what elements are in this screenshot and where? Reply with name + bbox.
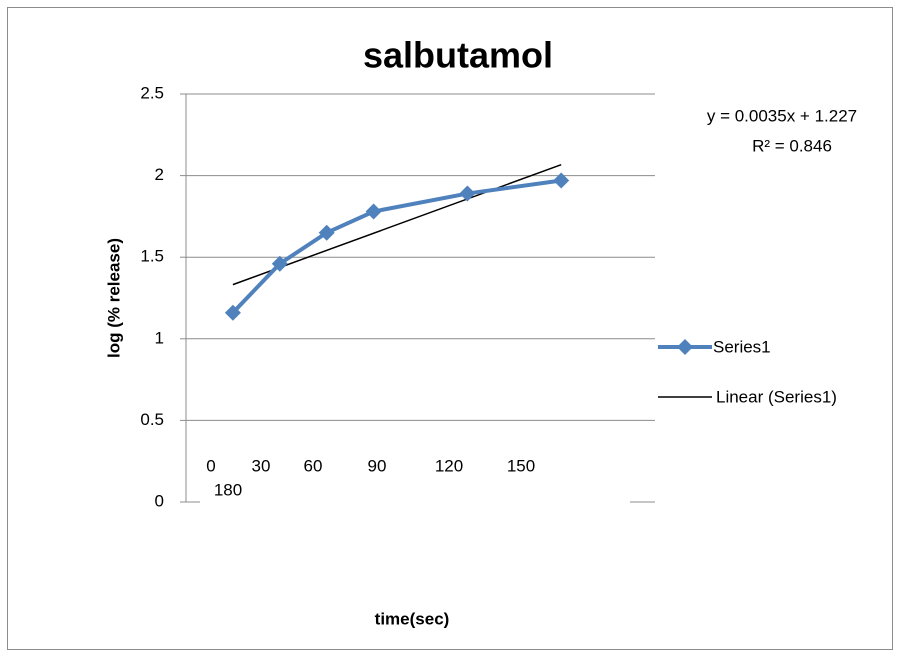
legend-label: Series1 — [713, 337, 771, 356]
point — [459, 185, 476, 202]
point — [553, 172, 570, 189]
y-axis-label: log (% release) — [104, 238, 123, 358]
point — [271, 255, 288, 272]
axis-text-box — [200, 450, 630, 510]
trendline — [232, 163, 562, 286]
x-axis-text: 180 — [214, 480, 242, 499]
point — [224, 304, 241, 321]
x-axis-text: 60 — [304, 456, 323, 475]
y-tick-label: 2 — [155, 165, 164, 184]
trendline-equation: y = 0.0035x + 1.227 — [707, 106, 857, 125]
x-axis-text: 30 — [252, 456, 271, 475]
x-axis-text: 120 — [435, 456, 463, 475]
point — [365, 203, 382, 220]
y-tick-label: 0.5 — [140, 410, 164, 429]
y-tick-label: 0 — [155, 491, 164, 510]
chart-title: salbutamol — [363, 35, 553, 76]
legend-swatch — [677, 339, 693, 355]
y-tick-label: 2.5 — [140, 83, 164, 102]
y-tick-label: 1 — [155, 328, 164, 347]
x-axis-text: 150 — [507, 456, 535, 475]
x-axis-text: 90 — [368, 456, 387, 475]
x-axis-label: time(sec) — [375, 609, 450, 628]
legend-label: Linear (Series1) — [716, 387, 837, 406]
chart-border — [7, 7, 893, 650]
series-line — [231, 178, 562, 315]
point — [318, 224, 335, 241]
y-tick-label: 1.5 — [140, 247, 164, 266]
trendline-r-squared: R² = 0.846 — [752, 136, 832, 155]
x-axis-text: 0 — [206, 456, 215, 475]
